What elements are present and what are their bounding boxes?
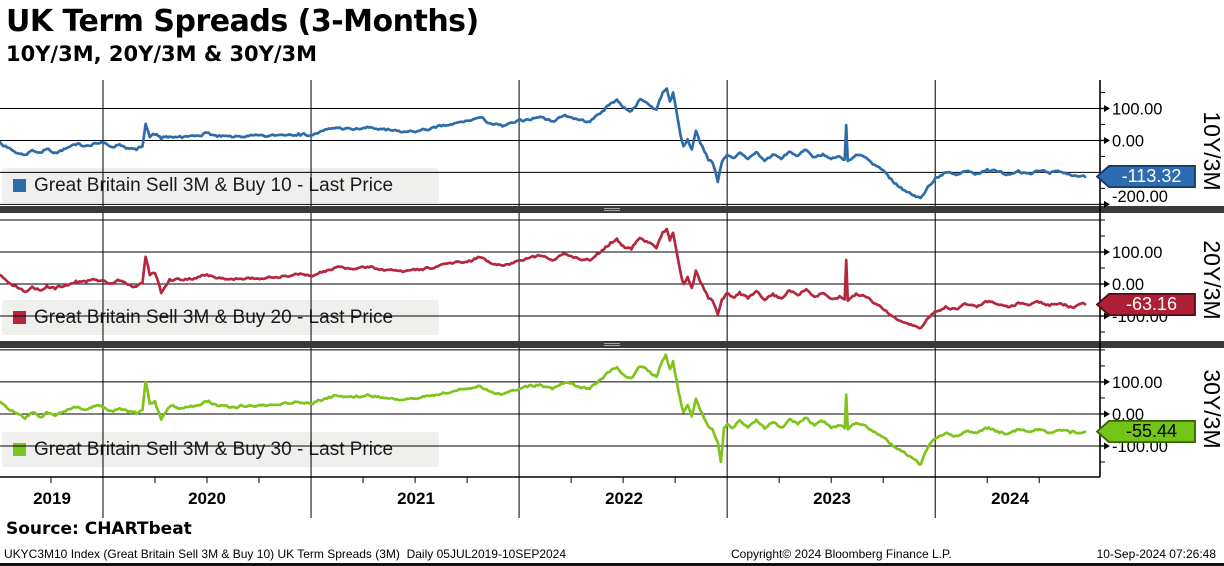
legend-30y3m[interactable]: Great Britain Sell 3M & Buy 30 - Last Pr… <box>2 432 439 467</box>
panel-axis-name-20y3m: 20Y/3M <box>1199 240 1224 320</box>
legend-swatch-blue-icon <box>13 179 26 192</box>
footer-timestamp: 10-Sep-2024 07:26:48 <box>1096 547 1216 561</box>
last-price-value: -113.32 <box>1121 166 1182 187</box>
panel-separator-handle[interactable] <box>0 341 1224 348</box>
legend-label: Great Britain Sell 3M & Buy 30 - Last Pr… <box>34 438 394 460</box>
legend-20y3m[interactable]: Great Britain Sell 3M & Buy 20 - Last Pr… <box>2 300 439 335</box>
x-tick-label-2024: 2024 <box>991 489 1029 508</box>
footer-index-info: UKYC3M10 Index (Great Britain Sell 3M & … <box>4 547 567 561</box>
x-tick-label-2020: 2020 <box>188 489 226 508</box>
y-tick-label: -200.00 <box>1112 188 1168 206</box>
x-tick-label-2021: 2021 <box>397 489 435 508</box>
bottom-edge-bar <box>0 563 1224 566</box>
legend-label: Great Britain Sell 3M & Buy 20 - Last Pr… <box>34 306 394 328</box>
last-price-badge-30y3m: -55.44 <box>1096 420 1196 444</box>
last-price-value: -63.16 <box>1125 293 1178 314</box>
y-tick-label: 0.00 <box>1112 132 1144 150</box>
panel-separator-handle[interactable] <box>0 206 1224 213</box>
legend-10y3m[interactable]: Great Britain Sell 3M & Buy 10 - Last Pr… <box>2 168 439 203</box>
y-tick-label: 0.00 <box>1112 276 1144 294</box>
x-tick-label-2022: 2022 <box>605 489 643 508</box>
legend-swatch-green-icon <box>13 443 26 456</box>
panel-axis-name-30y3m: 30Y/3M <box>1199 369 1224 449</box>
page-title: UK Term Spreads (3-Months) <box>6 4 479 39</box>
panel-axis-name-10y3m: 10Y/3M <box>1199 111 1224 191</box>
last-price-badge-20y3m: -63.16 <box>1096 292 1196 316</box>
legend-label: Great Britain Sell 3M & Buy 10 - Last Pr… <box>34 174 394 196</box>
last-price-badge-10y3m: -113.32 <box>1096 165 1196 189</box>
page-subtitle: 10Y/3M, 20Y/3M & 30Y/3M <box>6 42 318 66</box>
y-tick-label: 100.00 <box>1112 100 1162 118</box>
x-tick-label-2019: 2019 <box>33 489 71 508</box>
y-tick-label: 100.00 <box>1112 374 1162 392</box>
x-tick-label-2023: 2023 <box>813 489 851 508</box>
footer-copyright: Copyright© 2024 Bloomberg Finance L.P. <box>731 547 952 561</box>
y-tick-label: 100.00 <box>1112 244 1162 262</box>
legend-swatch-red-icon <box>13 311 26 324</box>
last-price-value: -55.44 <box>1125 421 1178 442</box>
source-line: Source: CHARTbeat <box>6 519 192 539</box>
